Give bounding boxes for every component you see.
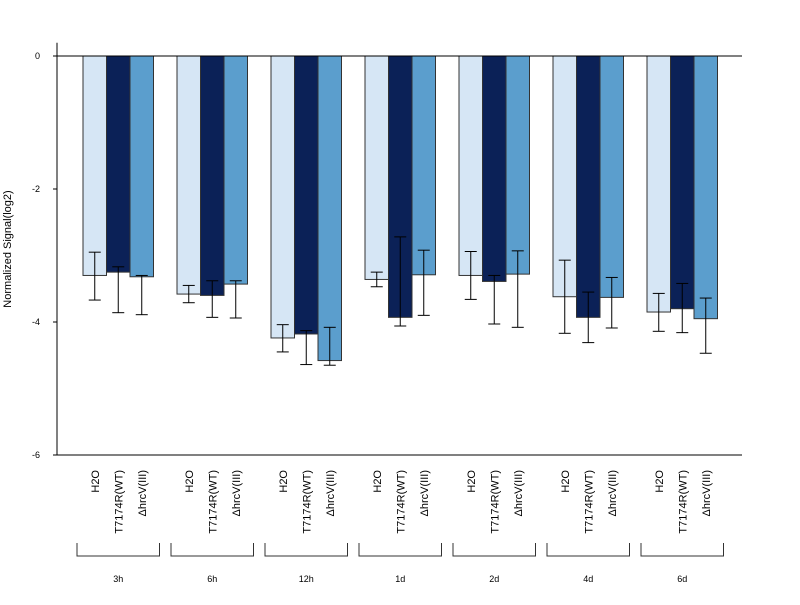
bar-category-label: H2O [654, 470, 666, 493]
group-label: 12h [299, 574, 314, 584]
bar-category-label: H2O [90, 470, 102, 493]
bar-category-label: ΔhrcV(III) [513, 470, 525, 516]
y-axis-label: Normalized Signal(log2) [2, 190, 14, 307]
group-label: 4d [583, 574, 593, 584]
bar-category-label: H2O [372, 470, 384, 493]
group-bracket [546, 543, 630, 557]
bar [482, 55, 507, 282]
bar-category-label: T7174R(WT) [395, 470, 407, 534]
bar [693, 55, 718, 320]
bar [129, 55, 154, 278]
bar [646, 55, 671, 313]
bar [317, 55, 342, 362]
y-tick-label: -6 [32, 450, 40, 460]
bar [176, 55, 201, 295]
bar [599, 55, 624, 298]
bar-category-label: ΔhrcV(III) [419, 470, 431, 516]
group-label: 6d [677, 574, 687, 584]
group-bracket [76, 543, 160, 557]
bar [576, 55, 601, 318]
bar-category-label: H2O [560, 470, 572, 493]
bar-category-label: T7174R(WT) [207, 470, 219, 534]
y-tick-label: -4 [32, 317, 40, 327]
bar [200, 55, 225, 296]
group-bracket [264, 543, 348, 557]
bar-category-label: H2O [278, 470, 290, 493]
bar-category-label: ΔhrcV(III) [607, 470, 619, 516]
bar-category-label: ΔhrcV(III) [325, 470, 337, 516]
bar [411, 55, 436, 276]
bar-category-label: ΔhrcV(III) [231, 470, 243, 516]
bar-category-label: T7174R(WT) [301, 470, 313, 534]
bar-category-label: H2O [184, 470, 196, 493]
y-tick-label: -2 [32, 184, 40, 194]
group-label: 3h [113, 574, 123, 584]
bar [458, 55, 483, 276]
bar [364, 55, 389, 280]
group-bracket [452, 543, 536, 557]
group-bracket [358, 543, 442, 557]
group-label: 6h [207, 574, 217, 584]
axes-layer: 0 -2 -4 -6 [32, 42, 742, 460]
bars-layer [82, 55, 718, 362]
bar-category-label: T7174R(WT) [583, 470, 595, 534]
bar [505, 55, 530, 275]
bar [82, 55, 107, 276]
group-bracket [170, 543, 254, 557]
bar [106, 55, 131, 273]
bar-category-label: T7174R(WT) [113, 470, 125, 534]
group-bracket [640, 543, 724, 557]
bar [294, 55, 319, 335]
error-bars-layer [57, 55, 742, 366]
bar-category-label: T7174R(WT) [677, 470, 689, 534]
bar [270, 55, 295, 339]
bar [223, 55, 248, 285]
bar-category-label: H2O [466, 470, 478, 493]
group-label: 1d [395, 574, 405, 584]
labels-layer: H2O T7174R(WT) ΔhrcV(III) 3h H2O T7174R(WT) Δh… [76, 470, 724, 584]
bar-category-label: ΔhrcV(III) [701, 470, 713, 516]
bar-category-label: ΔhrcV(III) [137, 470, 149, 516]
y-tick-label: 0 [35, 51, 40, 61]
bar-category-label: T7174R(WT) [489, 470, 501, 534]
bar [670, 55, 695, 310]
group-label: 2d [489, 574, 499, 584]
